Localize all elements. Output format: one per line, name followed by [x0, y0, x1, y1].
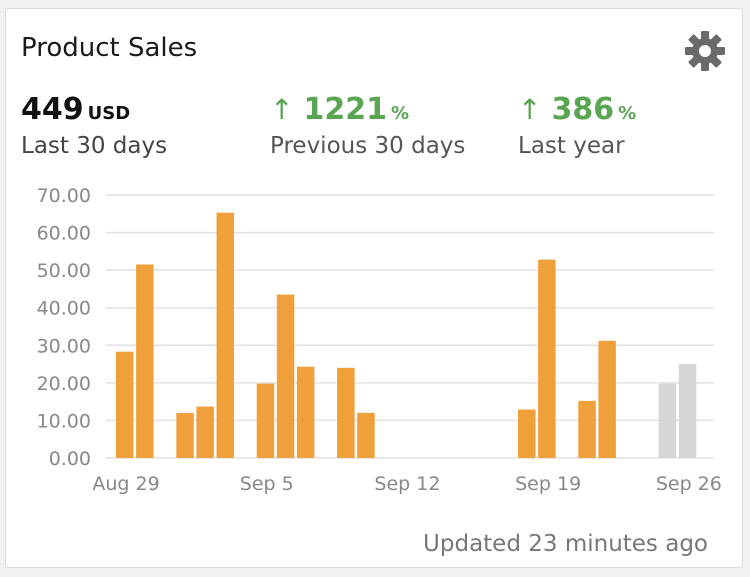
y-tick-label: 10.00 — [37, 410, 91, 432]
metric-label: Previous 30 days — [270, 133, 466, 159]
metric-last-year: ↑ 386% Last year — [518, 95, 636, 158]
y-tick-label: 60.00 — [37, 223, 91, 245]
sales-bar — [176, 412, 194, 458]
sales-bar — [357, 412, 375, 458]
sales-bar — [518, 409, 536, 458]
metric-label: Last 30 days — [21, 133, 168, 159]
product-sales-widget: Product Sales 449 USD Last 30 days ↑ 1221%… — [5, 8, 743, 568]
y-tick-label: 50.00 — [37, 260, 91, 282]
y-tick-label: 20.00 — [37, 373, 91, 395]
x-tick-label: Sep 12 — [374, 473, 440, 495]
arrow-up-icon: ↑ — [518, 93, 542, 126]
sales-bar — [276, 294, 295, 458]
sales-bar — [256, 383, 275, 458]
x-tick-label: Aug 29 — [92, 473, 159, 495]
metric-label: Last year — [518, 133, 625, 159]
projected-bar — [678, 364, 697, 458]
sales-bar — [337, 367, 355, 458]
gear-icon[interactable] — [683, 29, 727, 73]
widget-title: Product Sales — [21, 33, 198, 63]
metric-value: ↑ 1221% — [270, 92, 410, 127]
projected-bar — [658, 383, 677, 458]
y-tick-label: 0.00 — [49, 448, 91, 470]
sales-bar — [578, 400, 596, 458]
sales-bar — [136, 264, 154, 458]
y-tick-label: 70.00 — [37, 185, 91, 207]
x-tick-label: Sep 26 — [656, 473, 722, 495]
metric-previous-30-days: ↑ 1221% Previous 30 days — [270, 95, 465, 158]
sales-bar-chart: 0.00 10.00 20.00 30.00 40.00 50.00 60.00 70.00 A… — [37, 185, 722, 495]
updated-timestamp: Updated 23 minutes ago — [423, 531, 708, 557]
sales-bar — [116, 351, 134, 458]
arrow-up-icon: ↑ — [270, 93, 294, 126]
metric-value: 449 USD — [21, 92, 131, 127]
y-tick-label: 40.00 — [37, 298, 91, 320]
x-tick-label: Sep 19 — [515, 473, 581, 495]
sales-bar — [598, 340, 616, 458]
x-tick-label: Sep 5 — [240, 473, 294, 495]
sales-bar — [296, 366, 315, 458]
sales-bar — [538, 259, 556, 458]
sales-bar — [196, 406, 214, 458]
metric-last-30-days: 449 USD Last 30 days — [21, 95, 167, 158]
y-tick-label: 30.00 — [37, 335, 91, 357]
metric-value: ↑ 386% — [518, 92, 637, 127]
sales-bar — [216, 212, 234, 458]
